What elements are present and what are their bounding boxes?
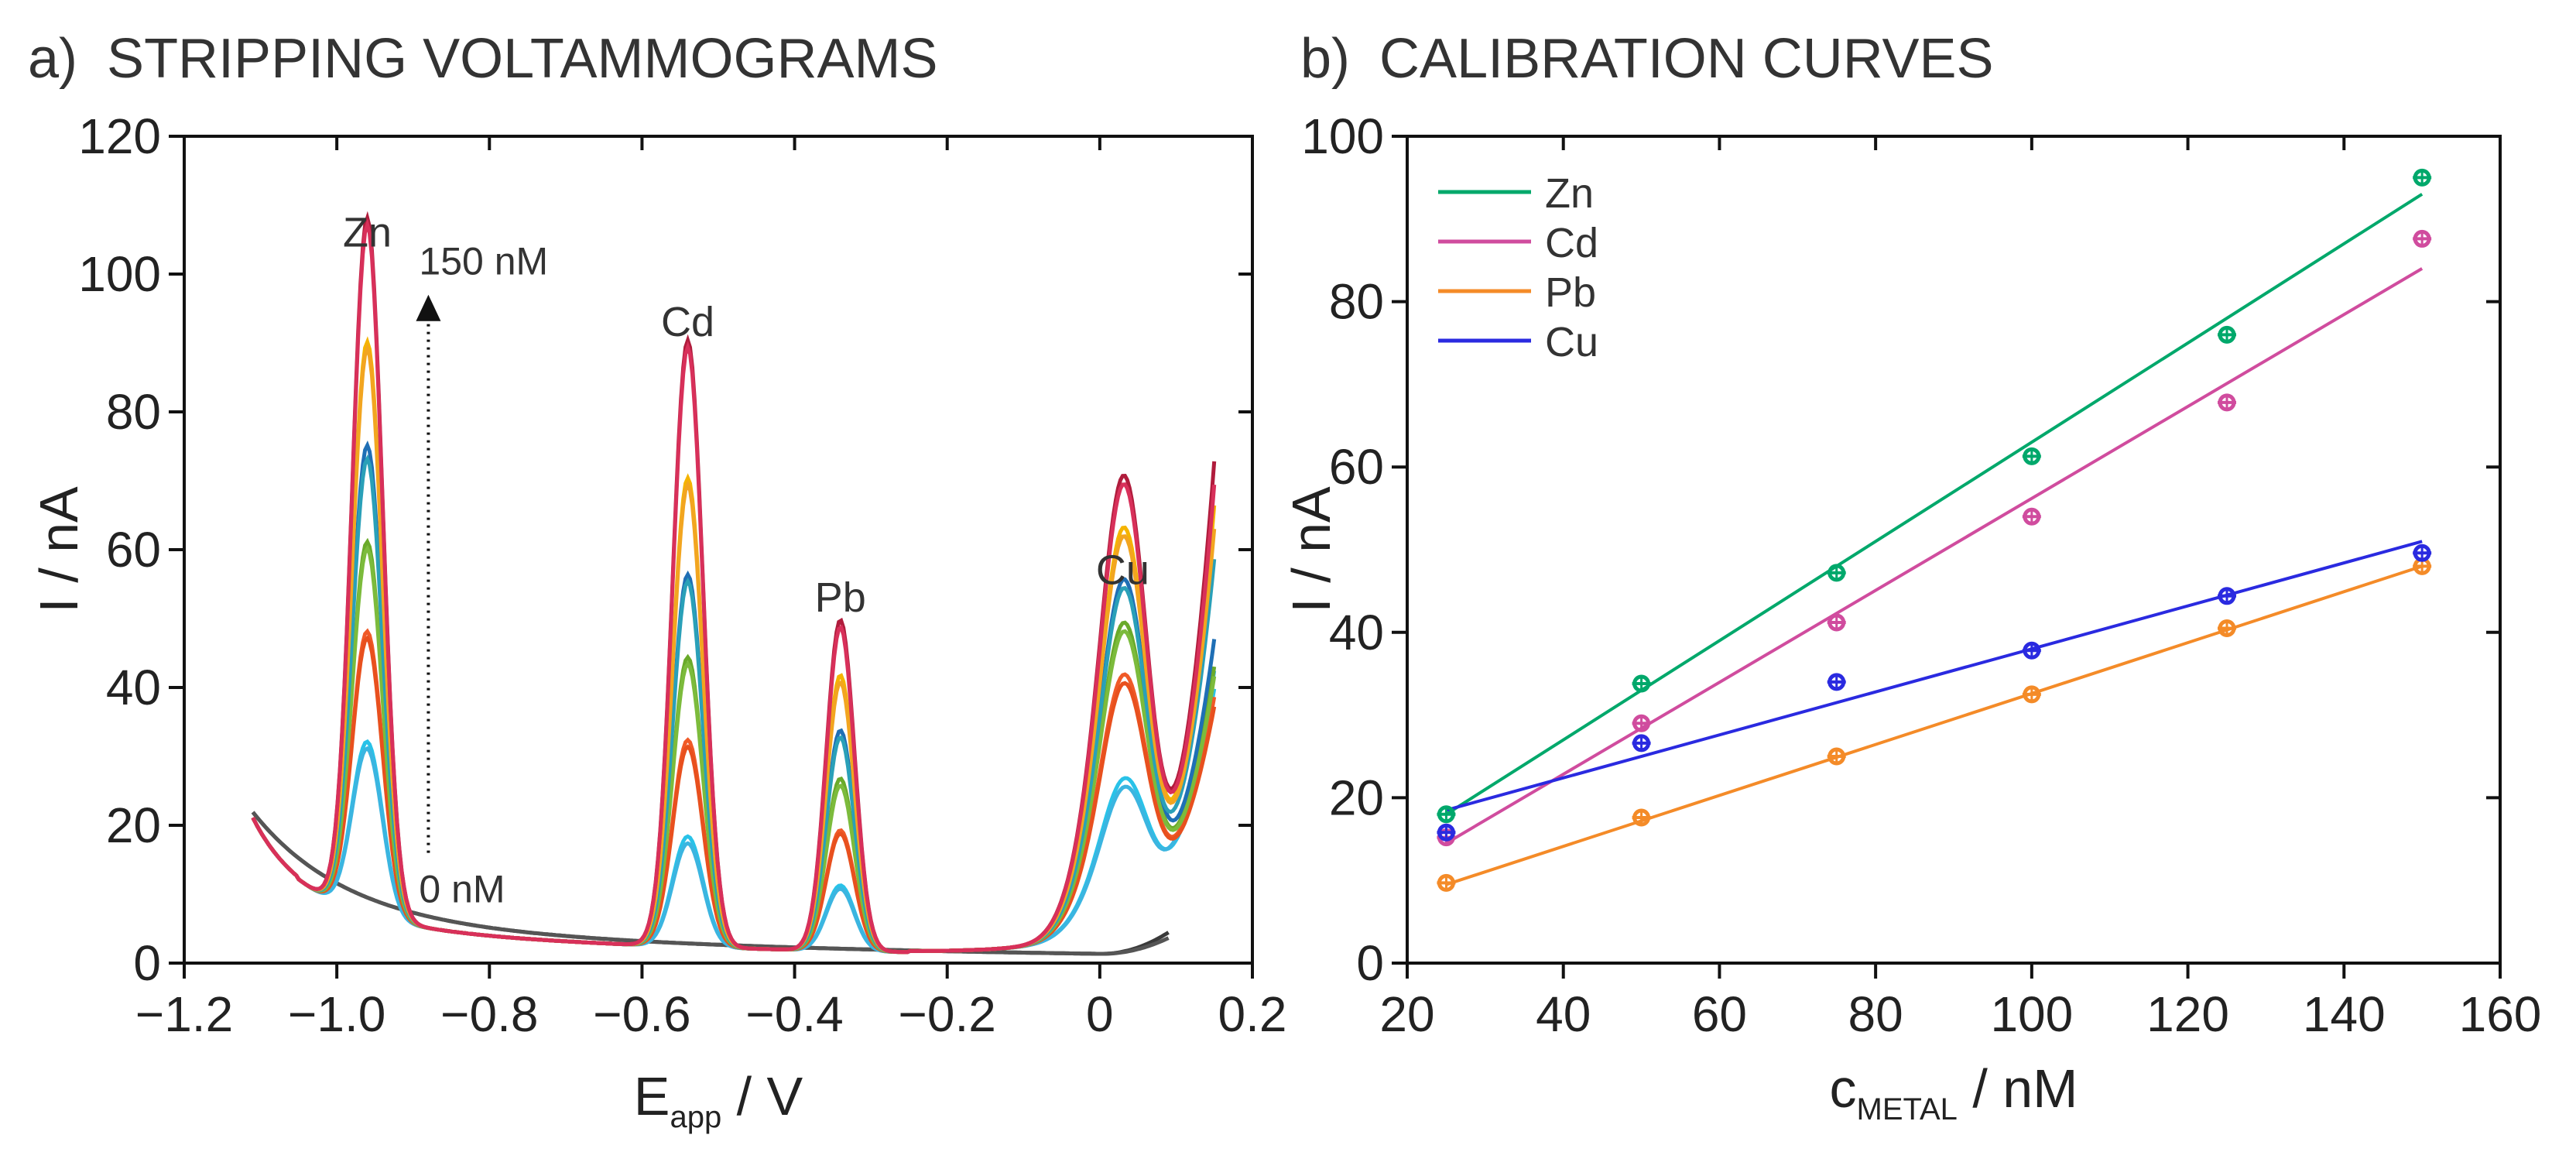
point-cu bbox=[2022, 641, 2041, 660]
a-xtick-label: 0.2 bbox=[1218, 986, 1287, 1042]
legend-label-cu: Cu bbox=[1545, 319, 1598, 365]
panel-a-annotations: 150 nM 0 nM Zn Cd Pb Cu bbox=[343, 209, 1149, 910]
a-xtick-label: −0.2 bbox=[899, 986, 996, 1042]
b-xtick-label: 120 bbox=[2146, 986, 2229, 1042]
panel-a-xlabel-main: E bbox=[634, 1066, 670, 1126]
panel-b-xlabel-unit: / nM bbox=[1958, 1058, 2078, 1119]
point-cu bbox=[1632, 734, 1651, 753]
fit-line-cu bbox=[1445, 540, 2423, 812]
point-cu bbox=[1827, 673, 1846, 691]
panel-a-ticks: −1.2 −1.0 −0.8 −0.6 −0.4 −0.2 0 0.2 0 20 40 60 80 100… bbox=[78, 108, 1286, 1042]
b-xtick-label: 160 bbox=[2459, 986, 2542, 1042]
panel-b-title: b) CALIBRATION CURVES bbox=[1300, 28, 1994, 90]
point-pb bbox=[1632, 808, 1651, 827]
point-zn bbox=[1437, 805, 1456, 824]
fit-line-cd bbox=[1445, 267, 2424, 845]
a-ytick-label: 120 bbox=[78, 108, 161, 164]
panel-b-label: b) bbox=[1300, 28, 1350, 90]
peak-label-zn: Zn bbox=[343, 209, 392, 255]
peak-label-cu: Cu bbox=[1096, 547, 1149, 594]
panel-b-calibration: b) CALIBRATION CURVES 20 40 60 80 100 120 140 1… bbox=[1281, 28, 2541, 1126]
panel-a-label: a) bbox=[28, 28, 77, 90]
peak-label-cd: Cd bbox=[661, 299, 714, 345]
fit-line-zn bbox=[1445, 193, 2424, 816]
point-cd bbox=[2218, 393, 2236, 412]
point-zn bbox=[1827, 564, 1846, 582]
panel-b-frame bbox=[1406, 135, 2502, 965]
point-cd bbox=[2022, 507, 2041, 526]
point-cu bbox=[2413, 543, 2432, 562]
panel-a-frame bbox=[183, 135, 1254, 965]
panel-b-points bbox=[1437, 168, 2432, 892]
point-cu bbox=[2218, 587, 2236, 605]
b-ytick-label: 60 bbox=[1329, 439, 1384, 495]
point-zn bbox=[2218, 325, 2236, 344]
b-xtick-label: 20 bbox=[1379, 986, 1434, 1042]
panel-a-xlabel-unit: / V bbox=[721, 1066, 803, 1126]
a-xtick-label: −0.6 bbox=[593, 986, 690, 1042]
point-zn bbox=[2413, 168, 2432, 187]
panel-b-xlabel: cMETAL / nM bbox=[1830, 1058, 2078, 1126]
panel-b-title-text: CALIBRATION CURVES bbox=[1379, 28, 1994, 90]
b-xtick-label: 80 bbox=[1848, 986, 1903, 1042]
point-cu bbox=[1437, 823, 1456, 842]
a-xtick-label: −0.8 bbox=[440, 986, 538, 1042]
a-xtick-label: 0 bbox=[1086, 986, 1114, 1042]
point-pb bbox=[1827, 747, 1846, 766]
point-pb bbox=[2218, 619, 2236, 637]
point-zn bbox=[2022, 447, 2041, 465]
point-zn bbox=[1632, 674, 1651, 693]
fit-line-pb bbox=[1445, 564, 2423, 886]
b-xtick-label: 60 bbox=[1692, 986, 1747, 1042]
a-xtick-label: −1.0 bbox=[288, 986, 385, 1042]
b-ytick-label: 100 bbox=[1301, 108, 1384, 164]
a-ytick-label: 40 bbox=[106, 660, 161, 715]
a-ytick-label: 20 bbox=[106, 797, 161, 853]
panel-a-title: a) STRIPPING VOLTAMMOGRAMS bbox=[28, 28, 937, 90]
panel-b-xlabel-main: c bbox=[1830, 1058, 1857, 1119]
point-cd bbox=[2413, 229, 2432, 248]
b-xtick-label: 40 bbox=[1536, 986, 1591, 1042]
peak-label-pb: Pb bbox=[815, 574, 866, 621]
panel-a-xlabel-sub: app bbox=[670, 1100, 721, 1134]
b-ytick-label: 20 bbox=[1329, 770, 1384, 825]
point-pb bbox=[2022, 685, 2041, 704]
arrow-label-0nm: 0 nM bbox=[419, 868, 505, 911]
point-cd bbox=[1632, 714, 1651, 732]
panel-b-ylabel: I / nA bbox=[1281, 486, 1341, 613]
concentration-arrow-head bbox=[416, 294, 441, 321]
point-cd bbox=[1827, 613, 1846, 632]
b-ytick-label: 80 bbox=[1329, 274, 1384, 330]
a-ytick-label: 0 bbox=[133, 935, 161, 991]
b-xtick-label: 100 bbox=[1990, 986, 2073, 1042]
panel-a-curves bbox=[251, 211, 1217, 956]
legend-label-pb: Pb bbox=[1545, 269, 1596, 316]
a-xtick-label: −0.4 bbox=[745, 986, 843, 1042]
legend-label-zn: Zn bbox=[1545, 170, 1594, 217]
legend-label-cd: Cd bbox=[1545, 220, 1598, 266]
a-ytick-label: 100 bbox=[78, 246, 161, 302]
a-ytick-label: 60 bbox=[106, 522, 161, 578]
panel-a-voltammograms: a) STRIPPING VOLTAMMOGRAMS −1.2 −1.0 −0.8−… bbox=[28, 28, 1286, 1134]
b-ytick-label: 0 bbox=[1356, 935, 1384, 991]
voltammogram-150-nM-rep bbox=[251, 218, 1217, 955]
b-ytick-label: 40 bbox=[1329, 605, 1384, 660]
panel-a-ylabel: I / nA bbox=[29, 486, 89, 613]
a-xtick-label: −1.2 bbox=[135, 986, 233, 1042]
panel-a-title-text: STRIPPING VOLTAMMOGRAMS bbox=[107, 28, 937, 90]
panel-a-xlabel: Eapp / V bbox=[634, 1066, 803, 1134]
arrow-label-150nm: 150 nM bbox=[419, 240, 548, 283]
b-xtick-label: 140 bbox=[2303, 986, 2386, 1042]
panel-b-fit-lines bbox=[1445, 193, 2424, 886]
point-pb bbox=[1437, 873, 1456, 892]
a-ytick-label: 80 bbox=[106, 384, 161, 440]
panel-b-xlabel-sub: METAL bbox=[1857, 1092, 1958, 1126]
